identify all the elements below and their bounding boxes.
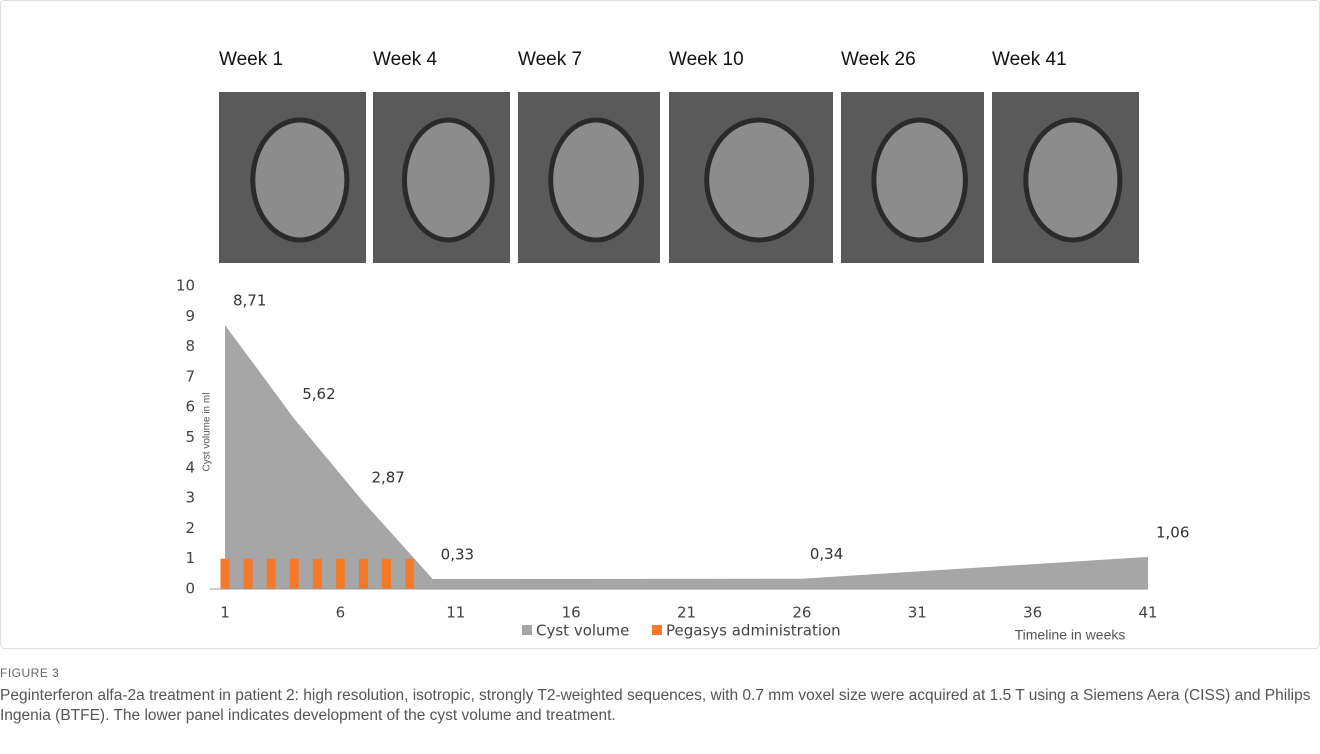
image-label: Week 26: [841, 49, 916, 70]
figure-label: FIGURE 3: [0, 666, 60, 680]
mri-cyst: [548, 117, 645, 243]
bar: [289, 558, 299, 589]
mri-cyst: [250, 117, 350, 243]
x-tick-label: 11: [446, 604, 465, 622]
legend-label: Cyst volume: [536, 622, 629, 640]
bar: [405, 558, 415, 589]
bar: [266, 558, 276, 589]
image-label: Week 41: [992, 49, 1067, 70]
mri-cyst: [704, 117, 815, 243]
mri-cyst: [1023, 117, 1123, 243]
data-label: 2,87: [371, 469, 404, 487]
y-tick-label: 7: [185, 367, 195, 385]
image-label: Week 1: [219, 49, 283, 70]
bar: [382, 558, 392, 589]
figure-caption: Peginterferon alfa-2a treatment in patie…: [0, 687, 1311, 724]
y-tick-label: 6: [185, 398, 195, 416]
bar: [243, 558, 253, 589]
data-label: 1,06: [1156, 523, 1189, 541]
y-tick-label: 10: [176, 277, 195, 295]
x-tick-label: 16: [562, 604, 581, 622]
legend-swatch: [522, 625, 532, 635]
bar: [358, 558, 368, 589]
bar: [335, 558, 345, 589]
x-axis-label: Timeline in weeks: [1015, 627, 1126, 643]
data-label: 5,62: [302, 385, 335, 403]
legend-swatch: [652, 625, 662, 635]
y-tick-label: 1: [185, 549, 195, 567]
y-tick-label: 0: [185, 580, 195, 598]
y-axis-label: Cyst volume in ml: [202, 393, 213, 472]
x-tick-label: 21: [677, 604, 696, 622]
y-tick-label: 4: [185, 458, 195, 476]
x-tick-label: 31: [908, 604, 927, 622]
mri-cyst: [871, 117, 968, 243]
legend-label: Pegasys administration: [666, 622, 841, 640]
x-tick-label: 26: [792, 604, 811, 622]
x-tick-label: 1: [220, 604, 230, 622]
y-tick-label: 2: [185, 519, 195, 537]
data-label: 8,71: [233, 292, 266, 310]
figure-panel: Week 1 Week 4 Week 7 Week 10 Week 26 Week 41 …: [0, 0, 1320, 649]
bar: [312, 558, 322, 589]
x-tick-label: 6: [336, 604, 346, 622]
data-label: 0,33: [441, 546, 474, 564]
y-tick-label: 3: [185, 489, 195, 507]
y-tick-label: 5: [185, 428, 195, 446]
y-tick-label: 8: [185, 337, 195, 355]
mri-strip: Week 1 Week 4 Week 7 Week 10 Week 26 Week 41: [219, 49, 1139, 263]
x-tick-label: 41: [1138, 604, 1157, 622]
image-label: Week 7: [518, 49, 582, 70]
x-tick-label: 36: [1023, 604, 1042, 622]
mri-cyst: [402, 117, 495, 243]
y-tick-label: 9: [185, 307, 195, 325]
bar: [220, 558, 230, 589]
area: [225, 325, 1148, 589]
data-label: 0,34: [810, 545, 843, 563]
image-label: Week 10: [669, 49, 744, 70]
image-label: Week 4: [373, 49, 438, 70]
